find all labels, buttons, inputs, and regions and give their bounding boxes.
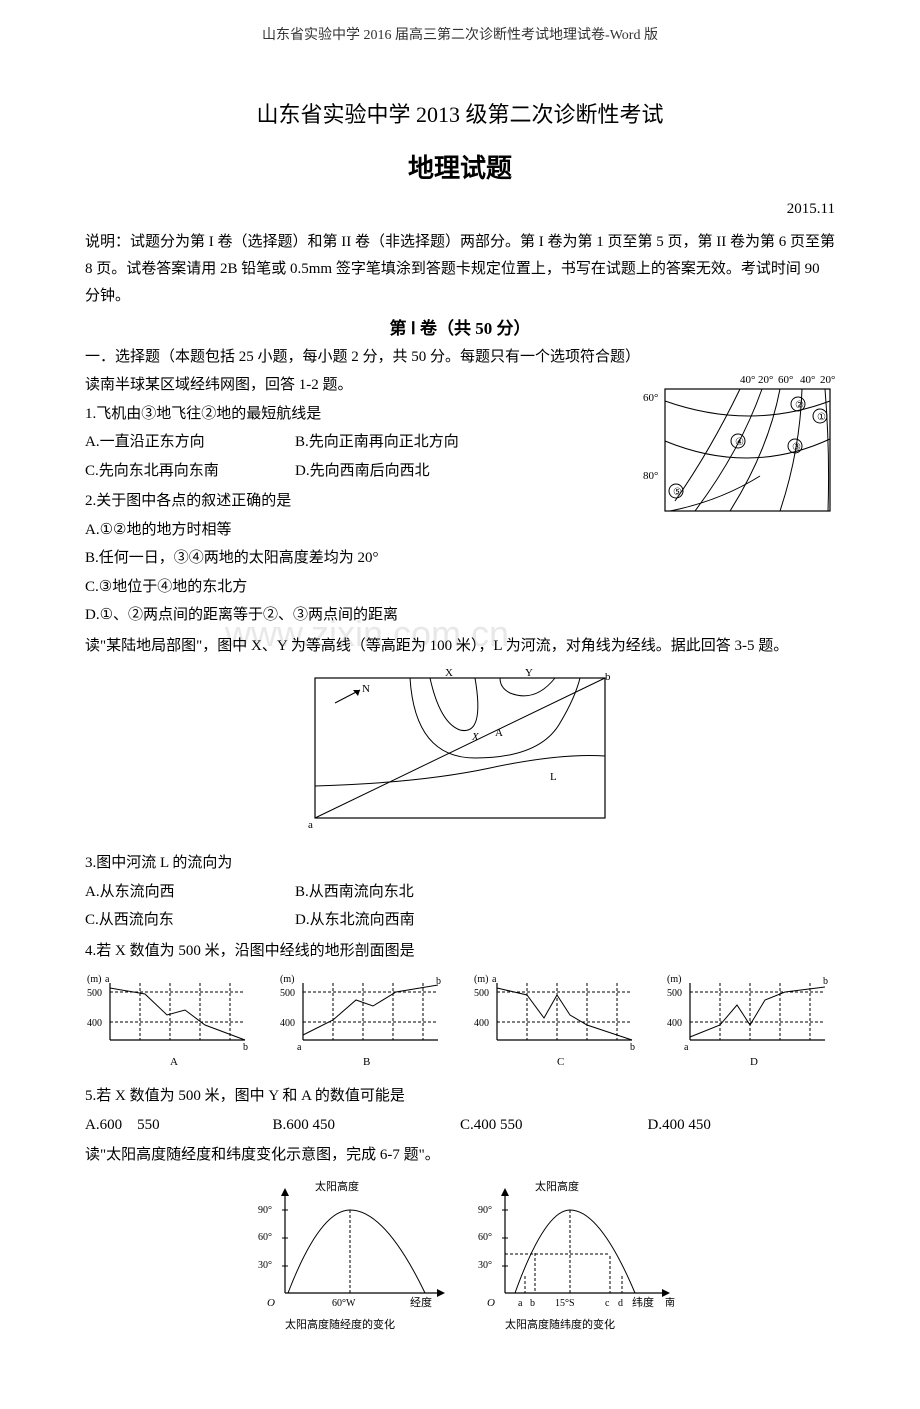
svg-text:南: 南: [665, 1296, 675, 1309]
svg-text:X: X: [445, 668, 453, 679]
svg-text:b: b: [530, 1298, 535, 1309]
svg-text:B: B: [363, 1056, 370, 1068]
figure-latlon-grid: 40° 20° 60° 40° 20° 60° 80° ① ② ③ ④ ⑤: [640, 371, 835, 529]
svg-text:①: ①: [817, 412, 826, 423]
figure-contour-river: a b N X X Y A L: [85, 668, 835, 841]
svg-text:b: b: [243, 1042, 248, 1053]
svg-text:(m): (m): [87, 974, 101, 985]
q1-opt-c: C.先向东北再向东南: [85, 457, 295, 486]
fig1-lat-1: 60°: [643, 392, 658, 404]
context-q3-q5: 读"某陆地局部图"，图中 X、Y 为等高线（等高距为 100 米），L 为河流，…: [85, 632, 835, 661]
q1-opt-b: B.先向正南再向正北方向: [295, 428, 459, 457]
figure-sun-altitude: 太阳高度 90° 60° 30° O 60°W 经度 太阳高度随经度的变化 太阳…: [85, 1178, 835, 1361]
q3-opt-d: D.从东北流向西南: [295, 906, 415, 935]
svg-text:400: 400: [667, 1018, 682, 1029]
svg-text:A: A: [495, 727, 503, 739]
svg-text:b: b: [436, 976, 441, 987]
svg-text:(m): (m): [474, 974, 488, 985]
svg-text:太阳高度随经度的变化: 太阳高度随经度的变化: [285, 1317, 395, 1331]
svg-text:400: 400: [280, 1018, 295, 1029]
svg-text:(m): (m): [280, 974, 294, 985]
svg-text:30°: 30°: [258, 1260, 272, 1271]
q2-opt-d: D.①、②两点间的距离等于②、③两点间的距离: [85, 601, 835, 630]
svg-text:太阳高度随纬度的变化: 太阳高度随纬度的变化: [505, 1317, 615, 1331]
svg-text:A: A: [170, 1056, 178, 1068]
svg-text:N: N: [362, 683, 370, 695]
svg-text:a: a: [105, 974, 110, 985]
svg-text:a: a: [684, 1042, 689, 1053]
svg-text:④: ④: [735, 437, 744, 448]
svg-text:L: L: [550, 771, 557, 783]
svg-text:a: a: [492, 974, 497, 985]
section-1-instructions: 一．选择题（本题包括 25 小题，每小题 2 分，共 50 分。每题只有一个选项…: [85, 344, 835, 371]
q4-stem: 4.若 X 数值为 500 米，沿图中经线的地形剖面图是: [85, 937, 835, 966]
svg-text:b: b: [823, 976, 828, 987]
q1-opt-a: A.一直沿正东方向: [85, 428, 295, 457]
svg-text:500: 500: [87, 988, 102, 999]
q5-opt-c: C.400 550: [460, 1111, 648, 1140]
svg-text:400: 400: [474, 1018, 489, 1029]
svg-text:Y: Y: [525, 668, 533, 679]
svg-text:500: 500: [667, 988, 682, 999]
svg-text:X: X: [471, 731, 480, 743]
svg-text:b: b: [630, 1042, 635, 1053]
svg-text:②: ②: [795, 400, 804, 411]
exam-instructions: 说明：试题分为第 I 卷（选择题）和第 II 卷（非选择题）两部分。第 I 卷为…: [85, 229, 835, 310]
q5-stem: 5.若 X 数值为 500 米，图中 Y 和 A 的数值可能是: [85, 1082, 835, 1111]
svg-text:15°S: 15°S: [555, 1298, 575, 1309]
svg-text:a: a: [518, 1298, 523, 1309]
q2-opt-b: B.任何一日，③④两地的太阳高度差均为 20°: [85, 544, 835, 573]
svg-text:500: 500: [474, 988, 489, 999]
q5-opt-a: A.600 550: [85, 1111, 273, 1140]
q3-stem: 3.图中河流 L 的流向为: [85, 849, 835, 878]
exam-subject-title: 地理试题: [85, 148, 835, 190]
q3-opt-b: B.从西南流向东北: [295, 878, 414, 907]
exam-school-title: 山东省实验中学 2013 级第二次诊断性考试: [85, 97, 835, 132]
q3-opt-a: A.从东流向西: [85, 878, 295, 907]
svg-text:③: ③: [792, 442, 801, 453]
svg-text:(m): (m): [667, 974, 681, 985]
svg-text:太阳高度: 太阳高度: [315, 1179, 359, 1193]
svg-text:90°: 90°: [478, 1205, 492, 1216]
svg-text:a: a: [297, 1042, 302, 1053]
svg-text:30°: 30°: [478, 1260, 492, 1271]
fig1-lon-2: 20°: [758, 374, 773, 386]
svg-text:c: c: [605, 1298, 610, 1309]
svg-text:太阳高度: 太阳高度: [535, 1179, 579, 1193]
exam-date: 2015.11: [85, 197, 835, 221]
doc-header: 山东省实验中学 2016 届高三第二次诊断性考试地理试卷-Word 版: [85, 25, 835, 47]
q2-opt-c: C.③地位于④地的东北方: [85, 573, 835, 602]
svg-text:O: O: [267, 1297, 275, 1309]
svg-text:C: C: [557, 1056, 564, 1068]
svg-text:b: b: [605, 671, 611, 683]
q1-opt-d: D.先向西南后向西北: [295, 457, 430, 486]
q5-opt-d: D.400 450: [648, 1111, 836, 1140]
svg-text:60°: 60°: [478, 1232, 492, 1243]
svg-text:a: a: [308, 819, 313, 831]
svg-text:60°: 60°: [258, 1232, 272, 1243]
svg-text:O: O: [487, 1297, 495, 1309]
context-q6-q7: 读"太阳高度随经度和纬度变化示意图，完成 6-7 题"。: [85, 1141, 835, 1170]
svg-text:⑤: ⑤: [673, 487, 682, 498]
svg-text:d: d: [618, 1298, 623, 1309]
q3-opt-c: C.从西流向东: [85, 906, 295, 935]
fig1-lon-3: 60°: [778, 374, 793, 386]
svg-text:400: 400: [87, 1018, 102, 1029]
q5-opt-b: B.600 450: [273, 1111, 461, 1140]
fig1-lon-5: 20°: [820, 374, 835, 386]
svg-text:90°: 90°: [258, 1205, 272, 1216]
fig1-lon-4: 40°: [800, 374, 815, 386]
svg-text:D: D: [750, 1056, 758, 1068]
figure-profiles: (m) 500 400 a b A (m) 500 400 a b B (m): [85, 970, 835, 1070]
section-1-heading: 第 Ⅰ 卷（共 50 分）: [85, 315, 835, 342]
fig1-lon-1: 40°: [740, 374, 755, 386]
fig1-lat-2: 80°: [643, 470, 658, 482]
svg-text:60°W: 60°W: [332, 1298, 356, 1309]
svg-text:500: 500: [280, 988, 295, 999]
